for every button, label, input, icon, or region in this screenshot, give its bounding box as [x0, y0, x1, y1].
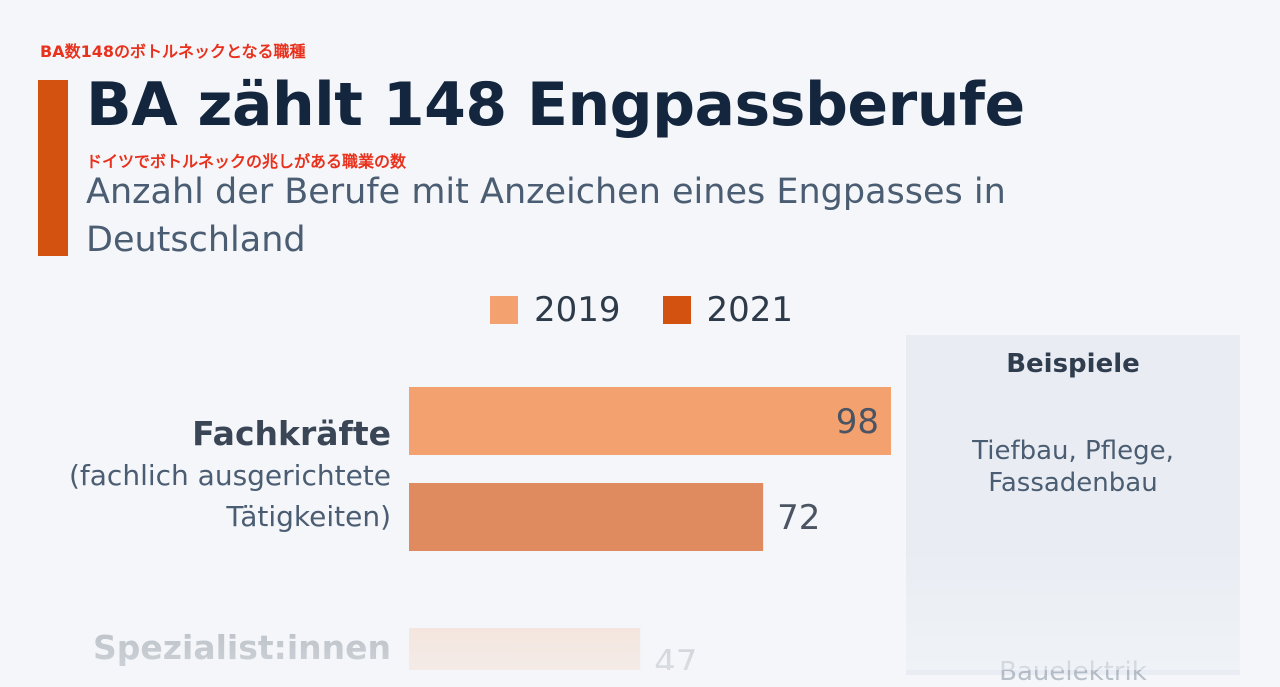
category-detail-fachkraefte-line-1: Tätigkeiten) [225, 500, 391, 533]
chart-title: BA zählt 148 Engpassberufe [86, 70, 1025, 140]
legend: 2019 2021 [490, 290, 835, 330]
japanese-subtitle-annotation: ドイツでボトルネックの兆しがある職業の数 [86, 152, 407, 171]
bar-chart: 98 47 72 Fachkräfte (fachlich ausgerichtete T… [69, 387, 891, 670]
bar-2019-0 [409, 387, 891, 455]
legend-swatch-2021 [662, 296, 691, 324]
data-label-2019-0: 98 [836, 402, 879, 442]
legend-label-2019: 2019 [534, 290, 621, 330]
examples-header: Beispiele [1006, 349, 1140, 379]
title-accent-bar [38, 80, 68, 256]
category-label-spezialisten: Spezialist:innen [93, 628, 391, 667]
legend-item-2019: 2019 [490, 290, 621, 330]
data-label-2021-0: 72 [777, 498, 820, 538]
legend-swatch-2019 [490, 296, 518, 324]
legend-item-2021: 2021 [662, 290, 794, 330]
data-label-2019-1: 47 [654, 643, 697, 670]
legend-label-2021: 2021 [706, 290, 794, 330]
japanese-title-annotation: BA数148のボトルネックとなる職種 [40, 42, 306, 61]
examples-fachkraefte: Tiefbau, Pflege, Fassadenbau [972, 436, 1174, 498]
bar-2019-1 [409, 628, 641, 670]
chart-subtitle: Anzahl der Berufe mit Anzeichen eines En… [86, 172, 1006, 260]
category-label-fachkraefte: Fachkräfte [192, 414, 391, 453]
bar-2021-0 [409, 483, 764, 551]
category-detail-fachkraefte-line-0: (fachlich ausgerichtete [69, 459, 391, 492]
